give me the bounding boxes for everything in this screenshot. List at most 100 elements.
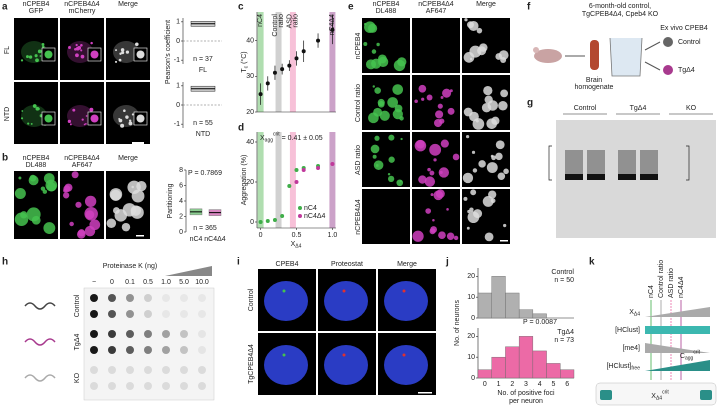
droplet — [130, 205, 142, 216]
column-header: Merge — [397, 261, 417, 268]
column-header: GFP — [29, 8, 44, 15]
beaker-icon — [609, 37, 643, 77]
gel-band — [618, 174, 636, 180]
focus — [282, 353, 286, 357]
row-label: Control — [74, 294, 81, 317]
gel-smear — [618, 150, 636, 178]
droplet — [371, 49, 377, 54]
droplet — [41, 45, 45, 49]
y-tick-label: 40 — [246, 139, 254, 146]
droplet — [20, 59, 24, 62]
panel-letter: c — [238, 2, 244, 13]
droplet — [416, 139, 425, 149]
droplet — [430, 193, 434, 197]
y-tick-label: 20 — [467, 333, 475, 340]
droplet — [32, 104, 37, 108]
data-point — [272, 218, 277, 222]
droplet — [128, 121, 133, 126]
droplet — [486, 162, 498, 173]
y-tick-label: 2 — [179, 213, 183, 220]
droplet — [446, 232, 455, 240]
droplet — [491, 155, 496, 161]
text-part: X — [629, 309, 634, 316]
droplet — [121, 222, 131, 232]
x-axis-label: per neuron — [509, 398, 543, 405]
micrograph — [362, 75, 410, 130]
blot-dot — [90, 382, 98, 390]
droplet — [500, 89, 509, 98]
droplet — [121, 51, 125, 55]
blot-dot — [198, 294, 206, 302]
row-label: [HClust] — [615, 327, 640, 334]
droplet — [85, 210, 95, 220]
text-part: agg — [265, 138, 274, 144]
data-point — [265, 219, 270, 223]
y-tick-label: 40 — [246, 37, 254, 44]
scale-bar — [500, 240, 508, 242]
bracket — [548, 145, 552, 181]
droplet — [62, 192, 70, 199]
band-label: Control — [272, 14, 279, 37]
droplet — [467, 211, 480, 224]
droplet — [394, 104, 403, 113]
column-header: DL488 — [26, 162, 47, 169]
column-header: AF647 — [72, 162, 93, 169]
y-tick-label: 20 — [246, 109, 254, 116]
droplet — [469, 45, 482, 58]
nucleus — [324, 345, 368, 385]
droplet — [412, 230, 424, 242]
droplet — [438, 231, 446, 240]
y-tick-label: 0 — [176, 38, 180, 45]
droplet — [452, 153, 460, 161]
droplet — [18, 176, 22, 180]
band-label: ratio — [278, 14, 285, 28]
blot-dot — [198, 330, 206, 338]
bar — [505, 346, 520, 379]
column-header: nCPEB4 — [373, 1, 400, 8]
text-part: c — [244, 65, 250, 68]
droplet — [463, 107, 473, 117]
data-point — [280, 67, 285, 72]
legend-swatch — [298, 214, 302, 218]
bar — [532, 350, 547, 379]
blot-dot — [180, 294, 188, 302]
droplet — [426, 94, 433, 101]
blot-dot — [180, 310, 188, 318]
blot-dot — [144, 366, 152, 374]
droplet — [393, 59, 406, 72]
droplet — [414, 99, 418, 104]
band-label: nC4 — [257, 14, 264, 27]
droplet — [478, 160, 486, 168]
column-label: 1.0 — [161, 279, 171, 286]
droplet — [26, 207, 41, 222]
y-tick-label: 30 — [246, 73, 254, 80]
x-tick-label: 0.5 — [292, 232, 302, 239]
column-label: 0.5 — [143, 279, 153, 286]
text-part: X — [260, 135, 265, 142]
gel-smear — [640, 150, 658, 178]
y-axis-label: Tc (°C) — [240, 51, 250, 72]
droplet — [35, 58, 39, 63]
droplet — [35, 106, 40, 111]
nucleus — [324, 281, 368, 321]
y-tick-label: 0 — [179, 229, 183, 236]
row-label: NTD — [4, 107, 11, 121]
droplet — [482, 195, 494, 207]
blot-dot — [108, 382, 116, 390]
droplet — [379, 110, 390, 121]
droplet — [388, 156, 395, 163]
inset-droplet — [90, 50, 99, 59]
droplet — [84, 225, 96, 237]
text-part: agg — [685, 356, 694, 362]
droplet — [503, 168, 509, 175]
droplet — [39, 55, 42, 57]
data-point — [330, 27, 335, 32]
droplet — [20, 117, 24, 120]
droplet — [106, 218, 117, 228]
bar — [560, 369, 575, 379]
droplet — [476, 27, 483, 34]
blot-dot — [108, 330, 116, 338]
droplet — [123, 109, 126, 112]
protein-icon — [24, 374, 56, 382]
droplet — [118, 58, 122, 62]
